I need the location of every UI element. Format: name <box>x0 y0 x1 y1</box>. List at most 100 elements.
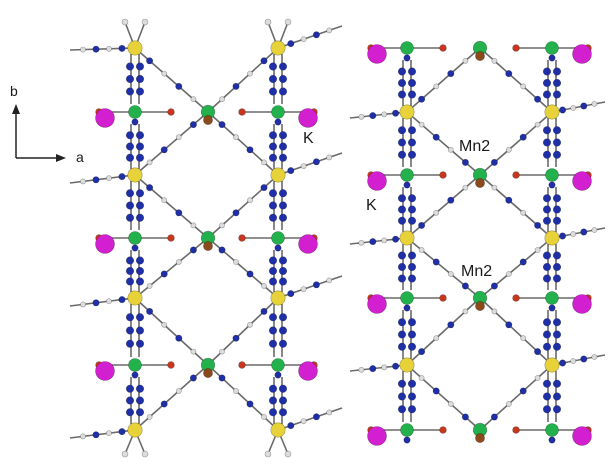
ligand-atom-blue <box>542 262 552 272</box>
ligand-atom-blue <box>135 201 145 210</box>
ligand-atom-blue <box>397 90 407 99</box>
bridge-atom-blue <box>490 282 498 290</box>
bridge-atom-light <box>141 450 149 458</box>
ligand-atom-blue <box>552 216 562 225</box>
bond <box>406 174 481 239</box>
bridge-atom-blue <box>260 57 268 65</box>
bridge-atom-light <box>591 227 598 233</box>
ligand-atom-blue <box>278 384 288 393</box>
ligand-atom-blue <box>407 262 417 272</box>
metal-node-brown <box>203 241 213 251</box>
ligand-atom-blue <box>278 396 288 405</box>
potassium-atom-magenta <box>95 361 115 381</box>
ligand-atom-blue <box>552 67 562 76</box>
ligand-atom-blue <box>542 150 552 159</box>
bond <box>134 364 209 431</box>
metal-node-brown <box>475 51 485 61</box>
bridge-atom-blue <box>287 290 295 298</box>
bridge-atom-light <box>520 209 527 216</box>
bridge-atom-blue <box>175 82 183 90</box>
bridge-atom-light <box>381 111 388 118</box>
ligand-atom-blue <box>135 131 145 140</box>
oxygen-atom-red <box>238 108 246 116</box>
ligand-atom-blue <box>552 274 562 283</box>
ligand-atom-blue <box>135 326 145 335</box>
bridge-atom-light <box>161 321 168 328</box>
ligand-atom-blue <box>268 87 278 96</box>
ligand-atom-blue <box>268 189 278 198</box>
bridge-atom-light <box>261 414 267 420</box>
metal-node-green <box>545 291 559 305</box>
ligand-atom-blue <box>135 142 145 151</box>
ligand-atom-blue <box>397 78 407 88</box>
ligand-atom-blue <box>278 142 288 151</box>
metal-node-yellow <box>127 167 143 183</box>
bridge-atom-light <box>300 418 307 425</box>
ligand-atom-blue <box>125 277 135 286</box>
ligand-atom-blue <box>407 194 417 203</box>
ligand-atom-blue <box>407 90 417 99</box>
ligand-atom-blue <box>125 87 135 96</box>
ligand-atom-blue <box>278 131 288 140</box>
ligand-atom-blue <box>407 138 417 147</box>
ligand-atom-blue <box>542 216 552 225</box>
potassium-atom-magenta <box>95 108 115 128</box>
ligand-atom-blue <box>542 274 552 283</box>
oxygen-atom-red <box>512 44 520 52</box>
metal-node-yellow <box>544 357 560 373</box>
ligand-atom-blue <box>125 339 135 348</box>
ligand-atom-blue <box>397 67 407 76</box>
bridge-atom-light <box>261 159 267 166</box>
ligand-atom-blue <box>268 339 278 348</box>
bridge-atom-light <box>520 335 527 342</box>
ligand-atom-blue <box>407 342 417 351</box>
ligand-atom-blue <box>552 251 562 260</box>
bond <box>479 364 553 431</box>
ligand-atom-blue <box>542 251 552 260</box>
ligand-atom-blue <box>268 213 278 222</box>
bridge-atom-blue <box>559 106 567 114</box>
bridge-atom-light <box>326 27 333 34</box>
ligand-atom-blue <box>274 371 282 379</box>
oxygen-atom-red <box>512 294 520 302</box>
ligand-atom-blue <box>125 256 135 265</box>
potassium-atom-magenta <box>298 234 318 254</box>
bridge-atom-light <box>219 96 225 103</box>
ligand-atom-blue <box>397 342 407 351</box>
metal-node-yellow <box>127 422 143 438</box>
bridge-atom-blue <box>218 374 226 382</box>
metal-node-yellow <box>270 40 286 56</box>
bridge-atom-blue <box>312 158 320 166</box>
ligand-atom-blue <box>542 318 552 327</box>
bridge-atom-light <box>247 70 253 77</box>
potassium-atom-magenta <box>298 361 318 381</box>
ligand-atom-blue <box>131 118 139 126</box>
ligand-atom-blue <box>278 266 288 276</box>
ligand-atom-blue <box>552 405 562 414</box>
bond <box>406 111 481 176</box>
ligand-atom-blue <box>268 313 278 322</box>
ligand-atom-blue <box>397 392 407 401</box>
ligand-atom-blue <box>268 201 278 210</box>
oxygen-atom-red <box>167 361 175 369</box>
ligand-atom-blue <box>135 74 145 84</box>
bridge-atom-light <box>358 366 365 373</box>
ligand-atom-blue <box>407 318 417 327</box>
bridge-atom-light <box>264 450 272 458</box>
bridge-atom-blue <box>432 387 440 395</box>
bridge-atom-light <box>591 354 598 360</box>
metal-node-brown <box>203 115 213 125</box>
ligand-atom-blue <box>407 67 417 76</box>
bridge-atom-blue <box>92 299 100 307</box>
ligand-atom-blue <box>407 405 417 414</box>
bridge-atom-light <box>106 45 112 52</box>
ligand-atom-blue <box>268 384 278 393</box>
bridge-atom-blue <box>559 232 567 240</box>
metal-node-green <box>545 423 559 437</box>
bridge-atom-blue <box>505 70 513 78</box>
ligand-atom-blue <box>548 181 556 189</box>
metal-node-yellow <box>127 290 143 306</box>
potassium-atom-magenta <box>572 44 592 64</box>
metal-node-green <box>400 291 414 305</box>
